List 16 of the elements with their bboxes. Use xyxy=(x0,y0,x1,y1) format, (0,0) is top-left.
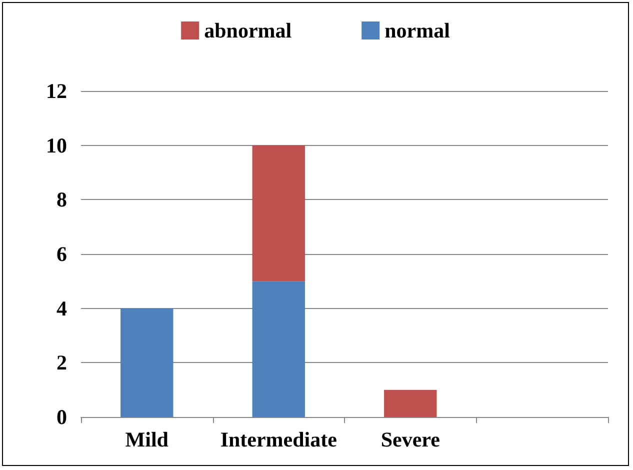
x-tick-label: Mild xyxy=(125,428,169,452)
y-tick-label: 12 xyxy=(46,79,67,103)
legend-label: abnormal xyxy=(204,18,292,42)
bar xyxy=(384,390,437,417)
y-tick-label: 0 xyxy=(56,405,67,429)
bar xyxy=(252,145,305,282)
y-tick-label: 6 xyxy=(56,242,67,266)
bar xyxy=(120,308,174,417)
bar xyxy=(252,281,305,417)
y-tick-label: 10 xyxy=(46,133,67,158)
y-tick-label: 8 xyxy=(56,188,67,212)
legend-label: normal xyxy=(384,18,450,42)
y-tick-label: 4 xyxy=(56,296,68,320)
x-tick-label: Severe xyxy=(380,428,440,452)
x-tick-label: Intermediate xyxy=(220,428,337,452)
y-tick-label: 2 xyxy=(56,350,67,375)
